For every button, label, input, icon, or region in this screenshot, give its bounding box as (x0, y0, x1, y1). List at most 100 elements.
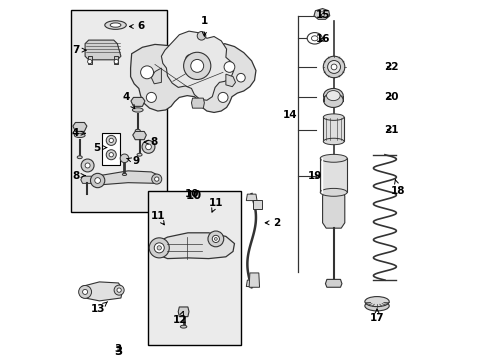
Circle shape (141, 66, 153, 79)
Circle shape (81, 159, 94, 172)
Polygon shape (81, 282, 122, 301)
Text: 13: 13 (91, 302, 107, 315)
Circle shape (154, 177, 159, 181)
Text: 7: 7 (72, 45, 86, 55)
Circle shape (90, 174, 104, 188)
Polygon shape (73, 122, 87, 131)
Polygon shape (191, 98, 204, 108)
Circle shape (95, 177, 101, 183)
Polygon shape (249, 273, 259, 287)
Ellipse shape (323, 114, 344, 120)
Circle shape (87, 59, 92, 64)
Ellipse shape (306, 32, 322, 44)
Ellipse shape (122, 174, 126, 176)
Ellipse shape (323, 138, 344, 145)
Polygon shape (87, 56, 92, 64)
Circle shape (157, 246, 161, 250)
Text: 12: 12 (172, 311, 187, 324)
Bar (323, 117, 344, 141)
Polygon shape (178, 307, 188, 317)
Circle shape (117, 288, 121, 292)
Circle shape (120, 154, 128, 163)
Polygon shape (151, 68, 161, 84)
Text: 4: 4 (72, 128, 85, 138)
Ellipse shape (364, 301, 388, 311)
Text: 10: 10 (185, 189, 200, 199)
Circle shape (79, 285, 91, 298)
Circle shape (114, 59, 118, 64)
Bar (320, 158, 346, 192)
Text: 18: 18 (390, 180, 405, 195)
Circle shape (114, 285, 124, 295)
Polygon shape (132, 131, 146, 140)
Polygon shape (225, 74, 235, 87)
Ellipse shape (323, 89, 343, 103)
Polygon shape (153, 233, 234, 258)
Ellipse shape (320, 188, 346, 196)
Ellipse shape (364, 297, 388, 307)
Text: 3: 3 (115, 344, 122, 354)
Text: 6: 6 (129, 22, 144, 31)
Polygon shape (81, 176, 93, 183)
Polygon shape (325, 279, 341, 287)
Circle shape (145, 144, 151, 150)
Circle shape (185, 54, 196, 65)
Ellipse shape (132, 108, 143, 112)
Ellipse shape (326, 91, 340, 101)
Circle shape (330, 64, 336, 70)
Circle shape (224, 62, 234, 72)
Circle shape (207, 231, 224, 247)
Polygon shape (131, 98, 144, 106)
Text: 9: 9 (126, 156, 139, 166)
Ellipse shape (137, 153, 142, 156)
Circle shape (327, 60, 340, 73)
Polygon shape (96, 171, 160, 185)
Circle shape (142, 140, 155, 153)
Ellipse shape (320, 154, 346, 162)
Text: 3: 3 (114, 345, 122, 357)
Bar (102, 132, 120, 165)
Text: 5: 5 (93, 143, 106, 153)
Polygon shape (161, 31, 233, 100)
Ellipse shape (110, 23, 121, 27)
Circle shape (106, 135, 116, 145)
Circle shape (214, 238, 217, 240)
Ellipse shape (311, 36, 317, 41)
Polygon shape (246, 280, 257, 287)
Ellipse shape (104, 21, 126, 30)
Text: 21: 21 (384, 125, 398, 135)
Polygon shape (322, 192, 344, 228)
Text: 17: 17 (369, 309, 384, 323)
Text: 20: 20 (384, 93, 398, 102)
Ellipse shape (77, 156, 82, 159)
Polygon shape (85, 40, 121, 60)
Text: 10: 10 (185, 189, 202, 202)
Circle shape (149, 238, 169, 258)
Text: 8: 8 (144, 137, 158, 147)
Circle shape (154, 243, 164, 253)
Bar (71, 10, 167, 212)
Bar (147, 190, 241, 345)
Text: 11: 11 (150, 211, 165, 225)
Text: 4: 4 (122, 93, 134, 109)
Circle shape (109, 153, 113, 157)
Text: 2: 2 (264, 218, 280, 228)
Text: 22: 22 (384, 62, 398, 72)
Text: 19: 19 (307, 171, 322, 181)
Ellipse shape (180, 325, 186, 328)
Circle shape (151, 174, 162, 184)
Ellipse shape (323, 93, 343, 107)
Circle shape (236, 73, 244, 82)
Circle shape (183, 52, 210, 80)
Text: 1: 1 (201, 17, 207, 36)
Polygon shape (130, 42, 255, 112)
Text: 11: 11 (208, 198, 223, 212)
Text: 8: 8 (72, 171, 85, 180)
Text: 16: 16 (315, 35, 330, 44)
Polygon shape (246, 194, 257, 201)
Text: 14: 14 (283, 110, 297, 120)
Circle shape (323, 56, 344, 78)
Polygon shape (253, 199, 261, 209)
Circle shape (82, 289, 87, 294)
Circle shape (190, 59, 203, 72)
